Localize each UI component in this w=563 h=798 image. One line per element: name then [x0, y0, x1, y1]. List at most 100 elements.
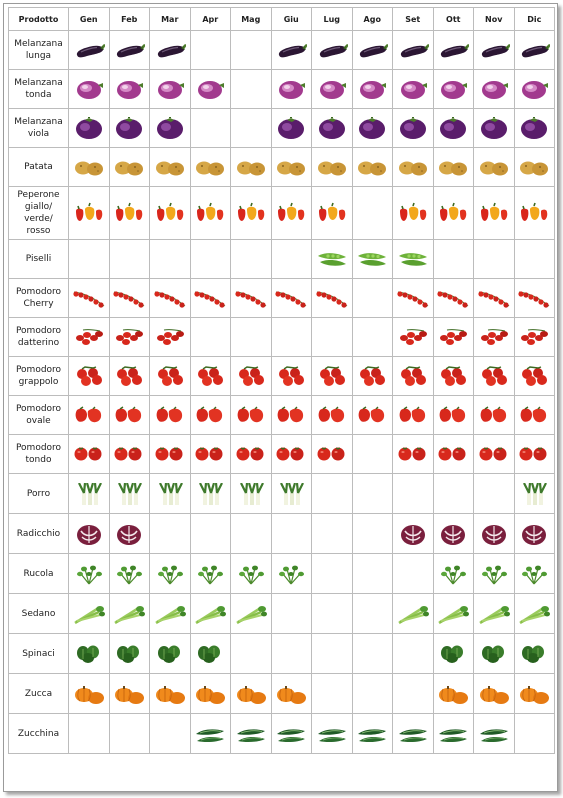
arugula-icon [198, 565, 224, 584]
month-cell [473, 147, 515, 187]
month-cell [149, 317, 191, 357]
month-cell [432, 356, 474, 396]
product-name: Melanzana viola [8, 108, 69, 148]
month-cell [270, 356, 312, 396]
month-cell [351, 108, 393, 148]
month-cell [230, 356, 272, 396]
month-cell [189, 673, 231, 714]
long-eggplant-icon [117, 44, 146, 58]
product-name: Peperone giallo/ verde/ rosso [8, 186, 69, 240]
month-cell [392, 673, 434, 714]
month-cell [149, 356, 191, 396]
radicchio-icon [76, 524, 101, 545]
month-cell [351, 713, 393, 754]
oval-tomato-icon [277, 406, 304, 423]
month-cell [432, 239, 474, 279]
oval-tomato-icon [75, 406, 101, 423]
round-tomato-icon [236, 447, 264, 461]
month-cell [311, 473, 353, 514]
month-cell [108, 473, 150, 514]
month-cell [311, 434, 353, 474]
product-name: Pomodoro grappolo [8, 356, 69, 396]
month-cell [230, 395, 272, 435]
datterino-tomato-icon [480, 329, 508, 345]
month-cell [108, 69, 150, 109]
pumpkin-icon [479, 685, 509, 704]
celery-icon [398, 605, 429, 624]
month-cell [270, 713, 312, 754]
radicchio-icon [441, 524, 466, 545]
month-cell [189, 239, 231, 279]
datterino-tomato-icon [75, 329, 103, 345]
month-cell [68, 434, 110, 474]
month-cell [108, 108, 150, 148]
cluster-tomato-icon [481, 366, 507, 386]
month-cell [68, 513, 110, 554]
month-cell [513, 553, 555, 594]
round-tomato-icon [479, 447, 507, 461]
potato-icon [439, 161, 468, 176]
month-cell [270, 186, 312, 240]
oval-tomato-icon [358, 406, 385, 423]
celery-icon [74, 605, 105, 624]
zucchini-icon [479, 728, 508, 742]
month-cell [149, 147, 191, 187]
month-cell [108, 713, 150, 754]
round-eggplant-icon [157, 81, 184, 99]
pumpkin-icon [439, 685, 469, 704]
round-eggplant-icon [198, 81, 225, 99]
potato-icon [358, 161, 387, 176]
month-cell [68, 473, 110, 514]
month-cell [392, 239, 434, 279]
month-cell [351, 278, 393, 318]
arugula-icon [238, 565, 264, 584]
month-cell [108, 673, 150, 714]
zucchini-icon [236, 728, 265, 742]
month-cell [513, 317, 555, 357]
radicchio-icon [117, 524, 142, 545]
month-cell [270, 434, 312, 474]
month-cell [432, 593, 474, 634]
month-cell [432, 713, 474, 754]
month-header-ago: Ago [351, 7, 393, 31]
month-cell [189, 553, 231, 594]
month-cell [270, 395, 312, 435]
month-cell [473, 239, 515, 279]
product-name: Zucchina [8, 713, 69, 754]
bell-pepper-icon [440, 202, 467, 221]
month-cell [432, 147, 474, 187]
month-cell [351, 356, 393, 396]
cherry-tomato-icon [437, 291, 469, 308]
month-cell [108, 633, 150, 674]
month-cell [270, 239, 312, 279]
month-cell [189, 513, 231, 554]
potato-icon [74, 161, 103, 176]
month-cell [311, 278, 353, 318]
month-cell [311, 239, 353, 279]
datterino-tomato-icon [521, 329, 549, 345]
pea-pod-icon [358, 253, 387, 266]
product-name: Rucola [8, 553, 69, 594]
month-cell [149, 553, 191, 594]
month-cell [351, 395, 393, 435]
long-eggplant-icon [279, 44, 308, 58]
round-eggplant-icon [319, 81, 346, 99]
month-cell [189, 713, 231, 754]
cherry-tomato-icon [113, 291, 145, 308]
month-cell [432, 434, 474, 474]
month-cell [392, 108, 434, 148]
violet-eggplant-icon [75, 117, 102, 139]
month-cell [270, 147, 312, 187]
month-cell [270, 317, 312, 357]
round-tomato-icon [155, 447, 183, 461]
month-cell [392, 278, 434, 318]
month-cell [392, 513, 434, 554]
long-eggplant-icon [360, 44, 389, 58]
month-cell [351, 633, 393, 674]
month-header-feb: Feb [108, 7, 150, 31]
datterino-tomato-icon [116, 329, 144, 345]
radicchio-icon [522, 524, 547, 545]
round-eggplant-icon [76, 81, 103, 99]
product-row: Sedano [8, 593, 555, 634]
round-eggplant-icon [481, 81, 508, 99]
